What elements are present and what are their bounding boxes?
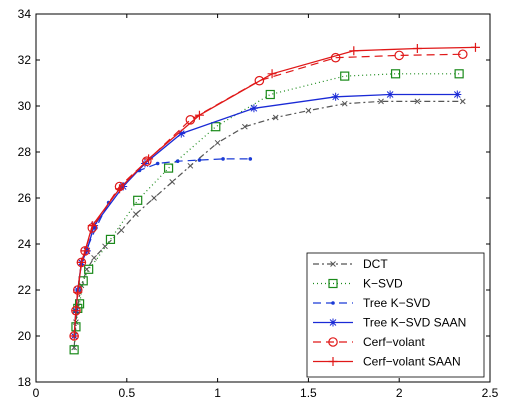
data-point [169,179,176,185]
legend-entry: Cerf−volant SAAN [313,355,461,369]
data-point [331,301,335,305]
data-point [155,161,160,166]
x-tick-label: 1 [214,386,221,400]
legend-entry: K−SVD [313,277,403,291]
data-point [73,287,83,297]
y-tick-label: 32 [18,53,32,67]
y-tick-label: 30 [18,99,32,113]
data-point [454,69,464,79]
data-point [386,90,395,99]
axis-ticks [35,13,491,383]
y-tick-label: 24 [18,237,32,251]
legend-label: Tree K−SVD SAAN [363,316,466,330]
data-point [272,114,279,121]
legend-entries: DCT K−SVD Tree K−SVD Tree K−SVD SAAN Cerf−vo… [313,257,466,369]
data-point [341,100,348,107]
data-point [340,71,350,81]
data-point [330,261,336,267]
data-point [115,184,125,194]
y-tick-label: 22 [18,283,32,297]
data-point [267,69,277,79]
data-point [221,157,225,161]
data-point [265,89,275,100]
data-point [194,110,204,120]
series-layer [69,42,480,355]
legend-label: K−SVD [363,277,403,291]
y-tick-label: 34 [18,7,32,21]
data-point [133,195,143,205]
x-tick-label: 1.5 [300,386,317,400]
legend-entry: Tree K−SVD SAAN [313,316,466,330]
data-point [118,227,125,234]
legend-entry: DCT [313,257,388,271]
data-point [249,104,258,113]
data-point [390,69,401,79]
data-point [453,90,462,99]
legend-label: Cerf−volant SAAN [363,355,461,369]
series-5 [69,42,480,341]
data-point [187,162,194,169]
data-point [331,92,340,101]
data-point [214,139,221,146]
data-point [71,306,81,316]
data-point [141,156,152,166]
data-point [305,107,312,114]
legend-entry: Cerf−volant [313,335,425,349]
data-point [328,278,338,289]
legend-label: DCT [363,257,388,271]
data-point [177,129,186,138]
data-point [459,98,466,105]
data-point [76,257,86,267]
y-tick-label: 18 [18,375,32,389]
data-point [211,122,221,132]
series-1 [69,69,464,355]
data-point [69,345,79,355]
series-line [73,100,463,348]
y-tick-label: 28 [18,145,32,159]
data-point [394,50,404,61]
data-point [69,331,79,341]
y-tick-label: 26 [18,191,32,205]
data-point [414,98,421,105]
legend: DCT K−SVD Tree K−SVD Tree K−SVD SAAN Cerf−vo… [306,252,485,378]
x-tick-label: 0 [33,386,40,400]
x-tick-label: 0.5 [118,386,135,400]
legend-label: Tree K−SVD [363,296,431,310]
data-point [133,211,139,217]
axis-tick-labels: 0 0.5 1 1.5 2 2.5 18 20 22 24 26 28 30 32 34 [18,7,499,400]
data-point [175,159,180,163]
data-point [144,154,154,164]
data-point [328,337,338,347]
data-point [71,322,81,332]
data-point [328,357,338,366]
data-point [91,254,97,261]
data-point [378,98,384,105]
data-point [87,221,97,231]
x-tick-label: 2.5 [482,386,499,400]
data-point [254,75,265,86]
data-point [84,264,94,274]
data-point [102,243,108,250]
series-0 [71,98,466,351]
x-tick-label: 2 [396,386,403,400]
data-point [412,44,422,53]
y-tick-label: 20 [18,329,32,343]
data-point [197,158,202,162]
data-point [163,163,174,173]
data-point [329,318,337,327]
data-point [349,46,359,56]
data-point [105,234,116,244]
data-point [151,195,157,201]
legend-label: Cerf−volant [363,335,425,349]
legend-box [306,252,485,378]
data-point [80,246,90,256]
data-point [248,157,253,161]
data-point [457,49,468,60]
legend-entry: Tree K−SVD [313,296,431,310]
data-point [470,42,480,52]
data-point [241,123,248,130]
